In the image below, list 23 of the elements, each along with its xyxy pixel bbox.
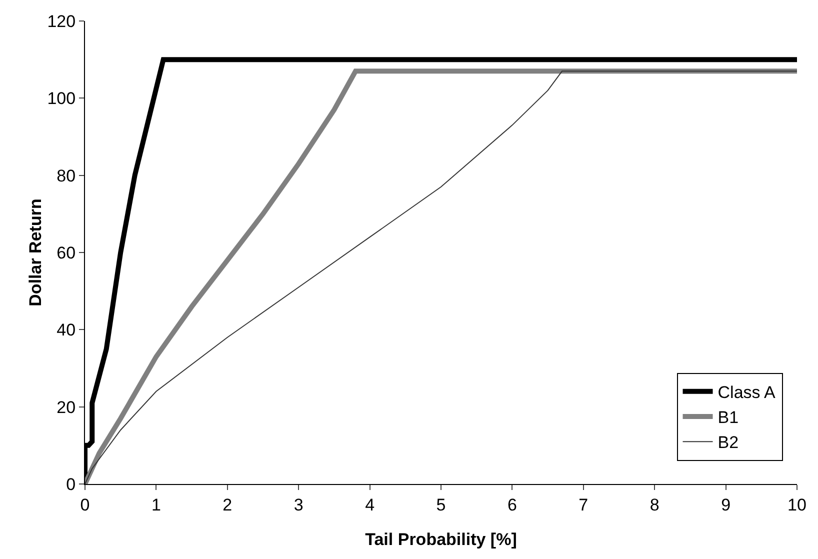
x-tick-label: 9 <box>721 495 731 514</box>
x-tick-label: 3 <box>294 495 304 514</box>
x-tick-label: 6 <box>507 495 517 514</box>
y-tick-label: 80 <box>56 166 76 186</box>
x-tick-label: 10 <box>788 495 806 514</box>
x-tick-label: 4 <box>365 495 375 514</box>
x-tick-label: 8 <box>650 495 660 514</box>
y-axis-title: Dollar Return <box>26 198 45 306</box>
x-tick-label: 7 <box>578 495 588 514</box>
x-tick-label: 5 <box>436 495 446 514</box>
x-axis-title: Tail Probability [%] <box>365 530 517 549</box>
y-tick-label: 60 <box>56 243 76 262</box>
legend-label: B2 <box>718 433 739 452</box>
legend-label: Class A <box>718 383 776 402</box>
x-tick-label: 0 <box>80 495 90 514</box>
x-tick-label: 2 <box>222 495 232 514</box>
y-tick-label: 20 <box>56 398 76 417</box>
x-tick-label: 1 <box>151 495 161 514</box>
y-tick-label: 100 <box>47 89 76 108</box>
y-tick-label: 40 <box>56 320 76 340</box>
y-tick-label: 120 <box>47 12 76 31</box>
y-tick-label: 0 <box>66 474 76 494</box>
legend-label: B1 <box>718 408 739 428</box>
